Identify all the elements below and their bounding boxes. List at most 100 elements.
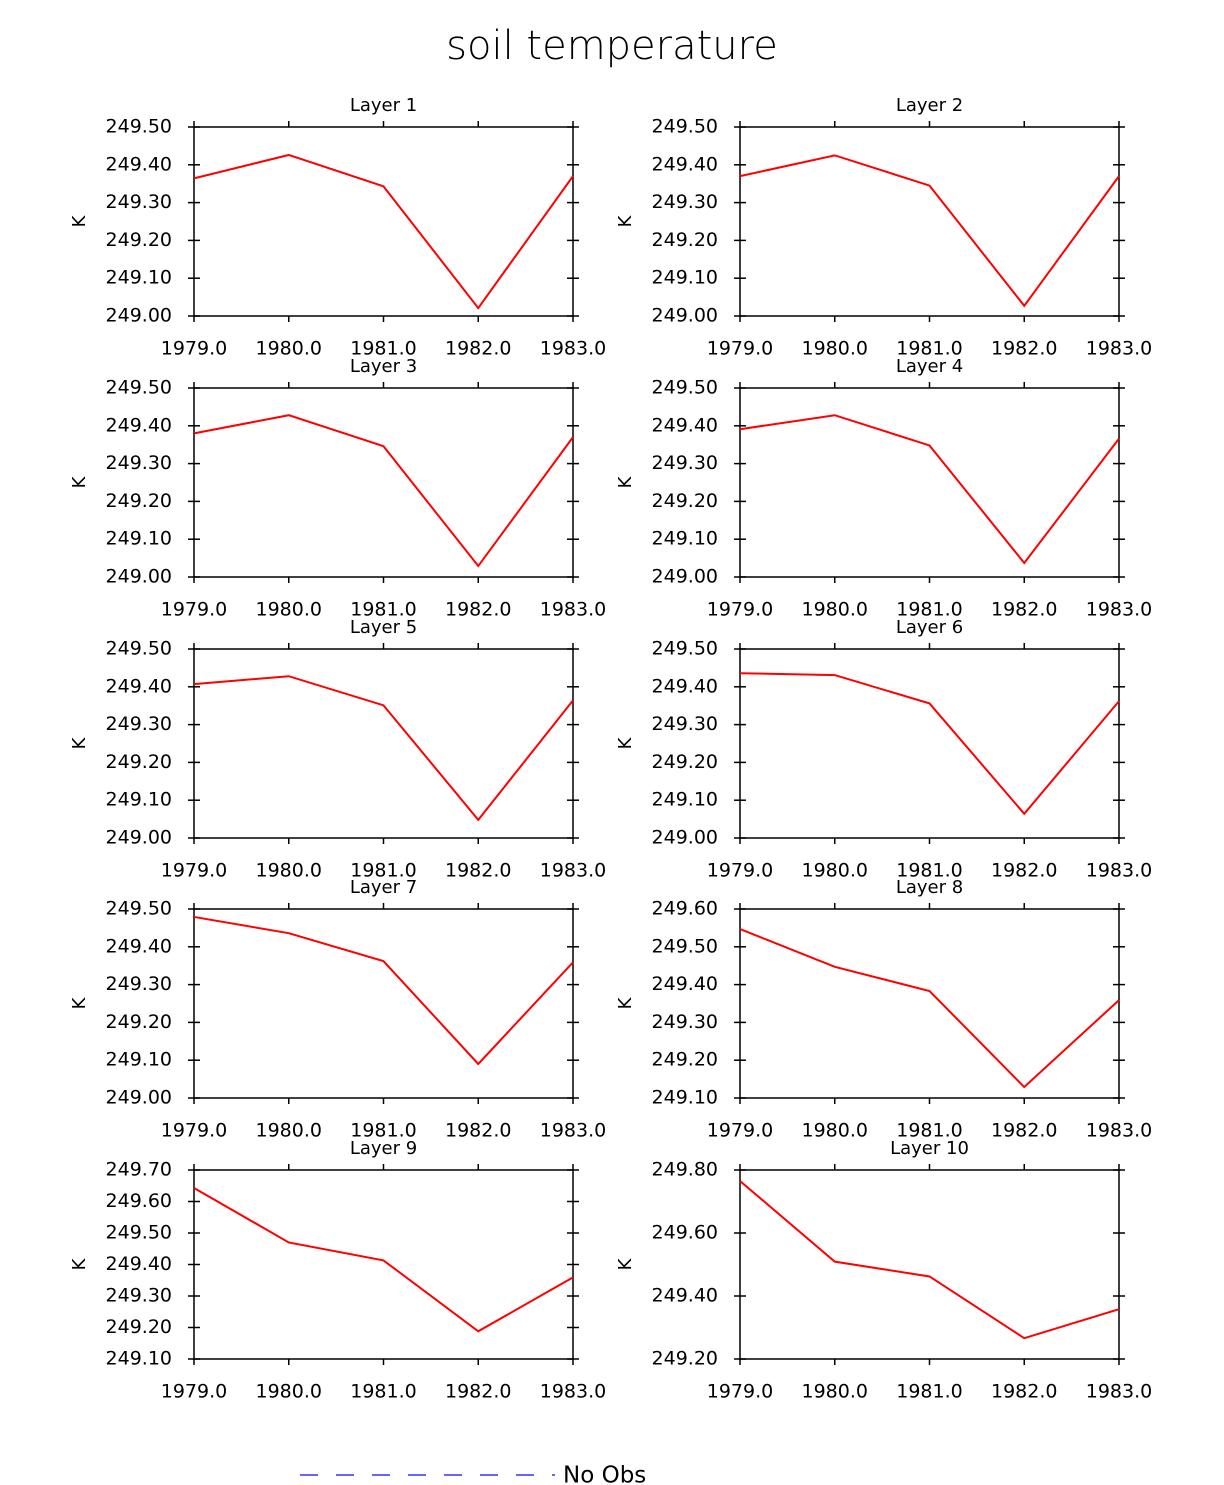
- line: [739, 154, 1120, 308]
- plot-frame: [739, 648, 1120, 839]
- chart-title: soil temperature: [446, 23, 778, 69]
- x-tick-label: 1979.0: [707, 599, 773, 621]
- y-tick-label: 249.30: [652, 452, 718, 474]
- y-axis-label: K: [69, 1257, 90, 1270]
- y-tick-label: 249.00: [106, 566, 172, 588]
- y-tick-label: 249.10: [106, 1049, 172, 1071]
- y-tick-label: 249.50: [106, 377, 172, 399]
- y-tick-label: 249.40: [106, 935, 172, 957]
- subplot-title: Layer 5: [350, 617, 417, 638]
- y-tick-label: 249.10: [106, 1348, 172, 1370]
- x-tick-label: 1983.0: [540, 1381, 606, 1403]
- y-tick-label: 249.20: [652, 751, 718, 773]
- x-tick-label: 1979.0: [161, 860, 227, 882]
- x-tick-label: 1982.0: [445, 1381, 511, 1403]
- x-tick-label: 1983.0: [540, 599, 606, 621]
- x-tick-label: 1983.0: [1086, 860, 1152, 882]
- y-tick-label: 249.40: [106, 675, 172, 697]
- line: [739, 414, 1120, 565]
- y-axis-label: K: [69, 996, 90, 1009]
- y-tick-label: 249.30: [106, 713, 172, 735]
- x-tick-label: 1983.0: [540, 860, 606, 882]
- x-tick-label: 1979.0: [707, 860, 773, 882]
- y-tick-label: 249.10: [652, 1087, 718, 1109]
- y-tick-label: 249.10: [652, 267, 718, 289]
- x-tick-label: 1980.0: [256, 1381, 322, 1403]
- x-tick-label: 1982.0: [445, 338, 511, 360]
- x-tick-label: 1979.0: [161, 338, 227, 360]
- plot-frame: [739, 908, 1120, 1099]
- x-tick-label: 1979.0: [707, 338, 773, 360]
- line: [193, 153, 574, 310]
- y-tick-label: 249.20: [652, 1049, 718, 1071]
- y-tick-label: 249.60: [106, 1190, 172, 1212]
- x-tick-label: 1979.0: [161, 1381, 227, 1403]
- y-tick-label: 249.00: [106, 305, 172, 327]
- x-tick-label: 1983.0: [540, 1120, 606, 1142]
- x-tick-label: 1982.0: [991, 1120, 1057, 1142]
- y-tick-label: 249.30: [106, 452, 172, 474]
- line: [739, 1180, 1120, 1340]
- y-tick-label: 249.50: [106, 1222, 172, 1244]
- line: [739, 672, 1120, 816]
- y-tick-label: 249.10: [106, 528, 172, 550]
- y-tick-label: 249.60: [652, 898, 718, 920]
- x-tick-label: 1982.0: [445, 860, 511, 882]
- line: [193, 915, 574, 1066]
- y-tick-label: 249.20: [652, 229, 718, 251]
- subplot-title: Layer 6: [896, 617, 963, 638]
- x-tick-label: 1981.0: [350, 1120, 416, 1142]
- x-tick-label: 1981.0: [896, 338, 962, 360]
- y-tick-label: 249.40: [652, 675, 718, 697]
- x-tick-label: 1981.0: [896, 1120, 962, 1142]
- y-tick-label: 249.50: [106, 116, 172, 138]
- x-tick-label: 1981.0: [350, 860, 416, 882]
- x-tick-label: 1982.0: [445, 599, 511, 621]
- x-tick-label: 1980.0: [802, 338, 868, 360]
- subplot-title: Layer 3: [350, 356, 417, 377]
- x-tick-label: 1983.0: [540, 338, 606, 360]
- x-tick-label: 1983.0: [1086, 338, 1152, 360]
- x-tick-label: 1979.0: [707, 1381, 773, 1403]
- plot-frame: [193, 648, 574, 839]
- y-tick-label: 249.20: [106, 229, 172, 251]
- y-axis-label: K: [69, 736, 90, 749]
- y-tick-label: 249.10: [652, 528, 718, 550]
- y-tick-label: 249.30: [652, 191, 718, 213]
- plot-frame: [193, 126, 574, 317]
- x-tick-label: 1980.0: [256, 338, 322, 360]
- x-tick-label: 1981.0: [350, 1381, 416, 1403]
- y-axis-label: K: [69, 475, 90, 488]
- subplot-title: Layer 2: [896, 95, 963, 116]
- line: [193, 414, 574, 568]
- x-tick-label: 1981.0: [350, 599, 416, 621]
- y-tick-label: 249.40: [106, 1253, 172, 1275]
- y-axis-label: K: [615, 1257, 636, 1270]
- subplot-title: Layer 9: [350, 1138, 417, 1159]
- y-tick-label: 249.20: [106, 751, 172, 773]
- y-tick-label: 249.50: [106, 638, 172, 660]
- y-tick-label: 249.20: [652, 490, 718, 512]
- x-tick-label: 1983.0: [1086, 599, 1152, 621]
- x-tick-label: 1982.0: [445, 1120, 511, 1142]
- y-tick-label: 249.00: [652, 566, 718, 588]
- y-tick-label: 249.60: [652, 1222, 718, 1244]
- x-tick-label: 1982.0: [991, 599, 1057, 621]
- x-tick-label: 1982.0: [991, 338, 1057, 360]
- line: [193, 1187, 574, 1333]
- y-axis-label: K: [615, 996, 636, 1009]
- y-tick-label: 249.00: [652, 305, 718, 327]
- y-tick-label: 249.30: [106, 191, 172, 213]
- subplot-title: Layer 8: [896, 877, 963, 898]
- subplot-title: Layer 10: [890, 1138, 969, 1159]
- x-tick-label: 1980.0: [256, 599, 322, 621]
- x-tick-label: 1982.0: [991, 860, 1057, 882]
- y-tick-label: 249.40: [106, 153, 172, 175]
- x-tick-label: 1981.0: [896, 599, 962, 621]
- y-axis-label: K: [615, 475, 636, 488]
- plot-frame: [193, 908, 574, 1099]
- plot-frame: [739, 1169, 1120, 1360]
- y-tick-label: 249.20: [106, 490, 172, 512]
- subplot-title: Layer 7: [350, 877, 417, 898]
